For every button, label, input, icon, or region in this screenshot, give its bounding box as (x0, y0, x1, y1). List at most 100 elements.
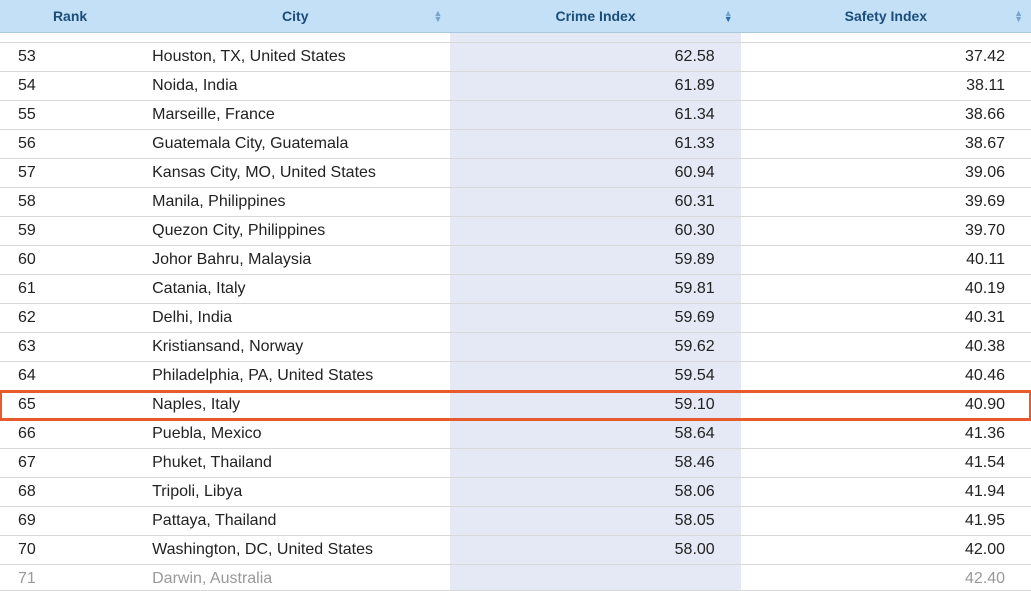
table-row: 61Catania, Italy59.8140.19 (0, 275, 1031, 304)
table-row: 71Darwin, Australia42.40 (0, 565, 1031, 591)
table-row: 54Noida, India61.8938.11 (0, 72, 1031, 101)
cell-safety: 38.11 (741, 72, 1031, 101)
cell-rank: 58 (0, 188, 140, 217)
column-header-crime-index[interactable]: Crime Index ▲ ▼ (450, 0, 740, 33)
cell-safety: 39.06 (741, 159, 1031, 188)
table-row: 57Kansas City, MO, United States60.9439.… (0, 159, 1031, 188)
cell-rank: 56 (0, 130, 140, 159)
cell-rank: 66 (0, 420, 140, 449)
cell-safety: 41.94 (741, 478, 1031, 507)
table-row: 69Pattaya, Thailand58.0541.95 (0, 507, 1031, 536)
cell-crime: 61.34 (450, 101, 740, 130)
cell-rank: 59 (0, 217, 140, 246)
cell-safety: 38.66 (741, 101, 1031, 130)
cell-city: Delhi, India (140, 304, 450, 333)
cell-rank: 54 (0, 72, 140, 101)
table-row: 55Marseille, France61.3438.66 (0, 101, 1031, 130)
table-row: 58Manila, Philippines60.3139.69 (0, 188, 1031, 217)
sort-down-icon: ▼ (434, 16, 443, 22)
table-row: 62Delhi, India59.6940.31 (0, 304, 1031, 333)
cell-rank: 57 (0, 159, 140, 188)
cell-safety: 39.70 (741, 217, 1031, 246)
table-header-row: Rank City ▲ ▼ Crime Index ▲ ▼ Safety Ind… (0, 0, 1031, 33)
cell-safety: 40.90 (741, 391, 1031, 420)
cell-city: Puebla, Mexico (140, 420, 450, 449)
sort-icon[interactable]: ▲ ▼ (434, 10, 443, 22)
column-header-rank[interactable]: Rank (0, 0, 140, 33)
cell-safety: 37.42 (741, 43, 1031, 72)
cell-crime: 62.58 (450, 43, 740, 72)
cell-city: Pattaya, Thailand (140, 507, 450, 536)
column-header-label: Crime Index (555, 8, 635, 24)
cell-safety: 40.11 (741, 246, 1031, 275)
cell-safety: 41.36 (741, 420, 1031, 449)
cell-rank: 71 (0, 565, 140, 591)
cell-safety: 40.19 (741, 275, 1031, 304)
cell-crime: 58.64 (450, 420, 740, 449)
cell-rank: 63 (0, 333, 140, 362)
sort-icon[interactable]: ▲ ▼ (724, 10, 733, 22)
sort-down-icon: ▼ (724, 16, 733, 22)
cell-safety: 41.54 (741, 449, 1031, 478)
cell-rank: 62 (0, 304, 140, 333)
cell-city: Noida, India (140, 72, 450, 101)
cell-rank: 68 (0, 478, 140, 507)
table-row: 67Phuket, Thailand58.4641.54 (0, 449, 1031, 478)
cell-city: Kansas City, MO, United States (140, 159, 450, 188)
cell-safety (741, 33, 1031, 43)
cell-crime: 58.06 (450, 478, 740, 507)
cell-rank: 64 (0, 362, 140, 391)
table-row: 65Naples, Italy59.1040.90 (0, 391, 1031, 420)
cell-safety: 41.95 (741, 507, 1031, 536)
cell-rank: 55 (0, 101, 140, 130)
cell-rank: 69 (0, 507, 140, 536)
cell-crime: 61.89 (450, 72, 740, 101)
cell-city: Tripoli, Libya (140, 478, 450, 507)
cell-city: Phuket, Thailand (140, 449, 450, 478)
column-header-label: City (282, 8, 308, 24)
crime-index-table: Rank City ▲ ▼ Crime Index ▲ ▼ Safety Ind… (0, 0, 1031, 591)
table-row (0, 33, 1031, 43)
cell-crime: 58.46 (450, 449, 740, 478)
cell-crime: 60.94 (450, 159, 740, 188)
table-row: 64Philadelphia, PA, United States59.5440… (0, 362, 1031, 391)
cell-city: Kristiansand, Norway (140, 333, 450, 362)
cell-rank: 53 (0, 43, 140, 72)
sort-icon[interactable]: ▲ ▼ (1014, 10, 1023, 22)
cell-crime: 61.33 (450, 130, 740, 159)
cell-city: Marseille, France (140, 101, 450, 130)
column-header-city[interactable]: City ▲ ▼ (140, 0, 450, 33)
cell-crime: 59.81 (450, 275, 740, 304)
column-header-label: Rank (53, 8, 87, 24)
cell-city: Naples, Italy (140, 391, 450, 420)
cell-city: Philadelphia, PA, United States (140, 362, 450, 391)
cell-rank: 60 (0, 246, 140, 275)
cell-city: Manila, Philippines (140, 188, 450, 217)
cell-safety: 42.00 (741, 536, 1031, 565)
cell-city: Quezon City, Philippines (140, 217, 450, 246)
table-row: 66Puebla, Mexico58.6441.36 (0, 420, 1031, 449)
cell-crime: 59.89 (450, 246, 740, 275)
table-row: 70Washington, DC, United States58.0042.0… (0, 536, 1031, 565)
table-row: 53Houston, TX, United States62.5837.42 (0, 43, 1031, 72)
cell-rank: 61 (0, 275, 140, 304)
cell-safety: 38.67 (741, 130, 1031, 159)
column-header-safety-index[interactable]: Safety Index ▲ ▼ (741, 0, 1031, 33)
cell-city (140, 33, 450, 43)
cell-crime (450, 33, 740, 43)
cell-city: Catania, Italy (140, 275, 450, 304)
table-row: 68Tripoli, Libya58.0641.94 (0, 478, 1031, 507)
cell-crime: 58.00 (450, 536, 740, 565)
cell-city: Guatemala City, Guatemala (140, 130, 450, 159)
cell-safety: 40.38 (741, 333, 1031, 362)
table-row: 63Kristiansand, Norway59.6240.38 (0, 333, 1031, 362)
cell-city: Washington, DC, United States (140, 536, 450, 565)
cell-city: Darwin, Australia (140, 565, 450, 591)
table-row: 56Guatemala City, Guatemala61.3338.67 (0, 130, 1031, 159)
column-header-label: Safety Index (845, 8, 927, 24)
cell-crime: 59.10 (450, 391, 740, 420)
cell-crime (450, 565, 740, 591)
cell-safety: 40.46 (741, 362, 1031, 391)
cell-crime: 59.69 (450, 304, 740, 333)
cell-rank: 67 (0, 449, 140, 478)
